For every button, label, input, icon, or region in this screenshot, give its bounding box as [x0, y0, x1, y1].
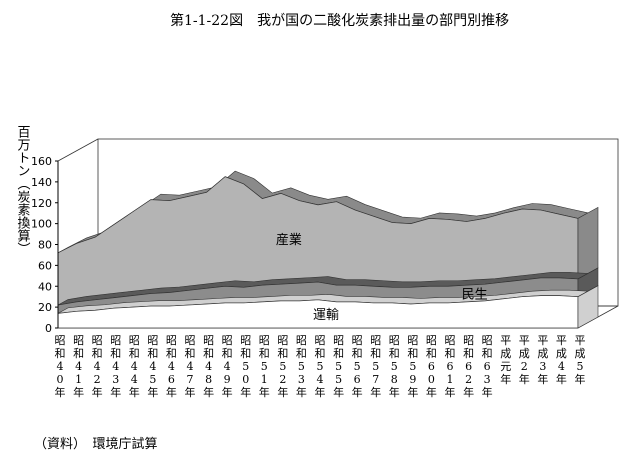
x-tick-label: 平成 5 年: [575, 334, 586, 386]
x-tick-label: 昭和 4 9 年: [222, 334, 233, 399]
x-tick-label: 昭和 4 1 年: [73, 334, 84, 399]
x-tick-label: 昭和 4 5 年: [147, 334, 158, 399]
x-tick-label: 昭和 5 2 年: [277, 334, 288, 399]
x-tick-label: 昭和 4 3 年: [110, 334, 121, 399]
x-tick-label: 昭和 6 3 年: [482, 334, 493, 399]
x-tick-label: 昭和 6 0 年: [426, 334, 437, 399]
y-tick-label: 40: [38, 280, 52, 293]
series-labels: 運輸 民生 産業: [276, 232, 488, 323]
y-tick-label: 100: [31, 218, 52, 231]
x-tick-label: 平成 4 年: [556, 334, 567, 386]
chart-title: 第1-1-22図 我が国の二酸化炭素排出量の部門別推移: [170, 12, 509, 29]
x-tick-label: 昭和 4 4 年: [129, 334, 140, 399]
x-tick-label: 昭和 5 1 年: [259, 334, 270, 399]
x-tick-label: 昭和 5 5 年: [333, 334, 344, 399]
y-tick-label: 60: [38, 259, 52, 272]
y-tick-label: 120: [31, 197, 52, 210]
x-tick-label: 平成 2 年: [519, 334, 530, 386]
x-tick-label: 昭和 5 8 年: [389, 334, 400, 399]
x-tick-label: 昭和 5 6 年: [352, 334, 363, 399]
area-side-産業: [577, 206, 599, 280]
series-label-民生: 民生: [462, 288, 488, 303]
x-tick-label: 平成元年: [500, 334, 511, 386]
y-tick-label: 160: [31, 155, 52, 168]
x-tick-label: 昭和 5 7 年: [370, 334, 381, 399]
x-tick-label: 昭和 5 0 年: [240, 334, 251, 399]
x-tick-label: 昭和 5 3 年: [296, 334, 307, 399]
category-labels: 昭和 4 0 年昭和 4 1 年昭和 4 2 年昭和 4 3 年昭和 4 4 年昭和 4 5 年昭和 4 6 年昭和 4 7 年…: [55, 334, 586, 399]
x-tick-label: 昭和 4 7 年: [185, 334, 196, 399]
frame-edge: [57, 138, 99, 162]
y-axis: 0 20 40 60 80 100 120 140 160: [31, 155, 59, 335]
area-series: [57, 170, 599, 329]
x-tick-label: 昭和 5 4 年: [315, 334, 326, 399]
x-tick-label: 昭和 4 8 年: [203, 334, 214, 399]
x-tick-label: 昭和 4 2 年: [92, 334, 103, 399]
y-tick-label: 20: [38, 301, 52, 314]
series-運輸: [57, 285, 599, 329]
x-tick-label: 昭和 4 6 年: [166, 334, 177, 399]
x-tick-label: 昭和 6 1 年: [445, 334, 456, 399]
y-axis-label: 百万トン（炭素換算）: [15, 125, 31, 255]
x-tick-label: 昭和 5 9 年: [407, 334, 418, 399]
series-label-運輸: 運輸: [313, 308, 339, 323]
area-side-運輸: [577, 285, 599, 329]
y-tick-label: 140: [31, 176, 52, 189]
x-tick-label: 平成 3 年: [537, 334, 548, 386]
y-tick-label: 0: [45, 322, 52, 335]
source-note: （資料） 環境庁試算: [34, 436, 158, 452]
x-tick-label: 昭和 6 2 年: [463, 334, 474, 399]
x-tick-label: 昭和 4 0 年: [55, 334, 66, 399]
y-tick-label: 80: [38, 239, 52, 252]
series-label-産業: 産業: [276, 232, 302, 248]
